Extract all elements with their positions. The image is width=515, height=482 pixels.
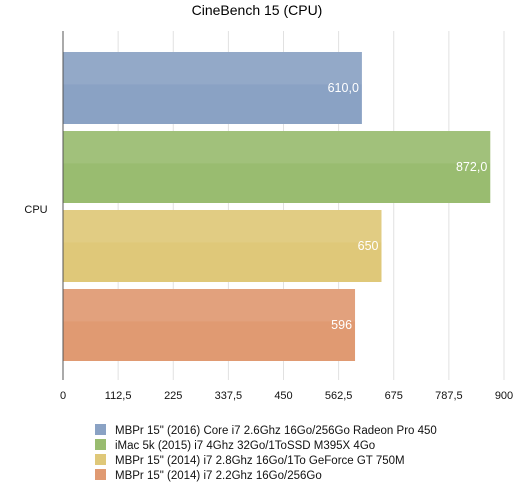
bar	[63, 52, 362, 124]
legend-label: MBPr 15" (2014) i7 2.2Ghz 16Go/256Go	[115, 470, 322, 482]
legend-label: iMac 5k (2015) i7 4Ghz 32Go/1ToSSD M395X…	[115, 440, 375, 452]
x-tick-label: 900	[495, 390, 513, 402]
bars: 610,0 872,0 650 596	[63, 52, 491, 361]
x-tick-label: 787,5	[435, 390, 463, 402]
x-tick-label: 112,5	[105, 390, 132, 402]
x-tick-label: 562,5	[325, 390, 353, 402]
chart-title: CineBench 15 (CPU)	[192, 2, 323, 18]
bar-value-label: 610,0	[328, 81, 359, 95]
bar-value-label: 650	[358, 239, 379, 253]
legend: MBPr 15" (2016) Core i7 2.6Ghz 16Go/256G…	[95, 424, 437, 482]
category-label: CPU	[24, 204, 47, 216]
legend-label: MBPr 15" (2014) i7 2.8Ghz 16Go/1To GeFor…	[115, 455, 405, 467]
x-tick-label: 337,5	[215, 390, 243, 402]
legend-swatch	[95, 439, 106, 450]
bar	[63, 131, 491, 203]
legend-swatch	[95, 454, 106, 465]
bar-value-label: 872,0	[456, 160, 487, 174]
x-tick-label: 0	[60, 390, 66, 402]
bar	[63, 210, 382, 282]
bar-value-label: 596	[331, 318, 352, 332]
bar-highlight	[63, 210, 382, 243]
x-tick-label: 450	[274, 390, 292, 402]
bar-highlight	[63, 131, 491, 164]
legend-swatch	[95, 424, 106, 435]
category-axis: CPU	[24, 204, 47, 216]
x-axis: 0 112,5 225 337,5 450 562,5 675 787,5 900	[60, 31, 513, 402]
bar-highlight	[63, 289, 356, 322]
legend-swatch	[95, 469, 106, 480]
x-tick-label: 675	[385, 390, 403, 402]
bar-highlight	[63, 52, 362, 85]
legend-label: MBPr 15" (2016) Core i7 2.6Ghz 16Go/256G…	[115, 425, 437, 437]
x-tick-label: 225	[164, 390, 182, 402]
bar	[63, 289, 356, 361]
